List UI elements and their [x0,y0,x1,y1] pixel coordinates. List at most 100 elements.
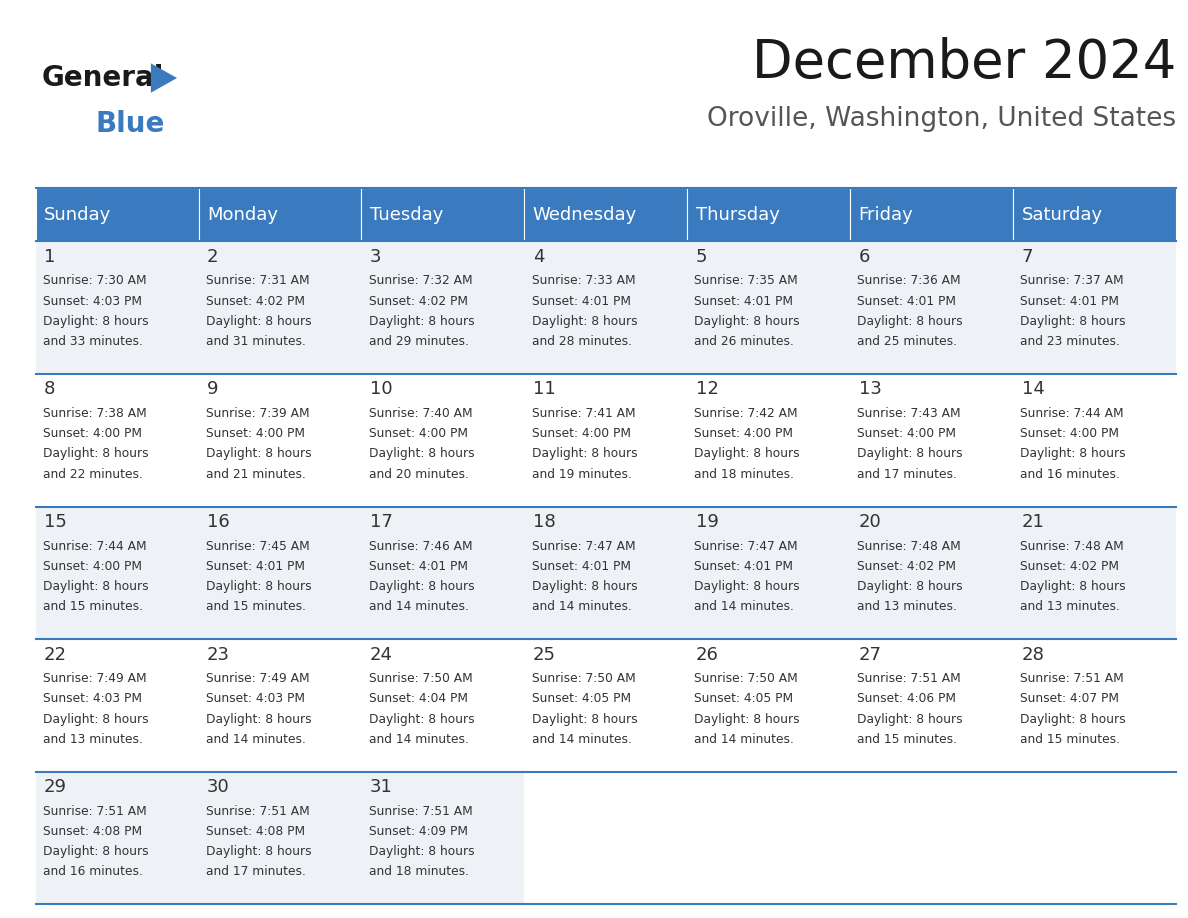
Text: 2: 2 [207,248,219,266]
Polygon shape [151,63,177,93]
Text: and 14 minutes.: and 14 minutes. [368,600,468,613]
Text: Daylight: 8 hours: Daylight: 8 hours [1020,315,1126,328]
Text: Saturday: Saturday [1022,206,1102,224]
Text: and 17 minutes.: and 17 minutes. [206,866,305,879]
Text: and 18 minutes.: and 18 minutes. [695,467,795,481]
Text: 13: 13 [859,380,881,398]
Bar [198,374,361,507]
Text: Daylight: 8 hours: Daylight: 8 hours [368,712,474,725]
Text: 3: 3 [369,248,381,266]
Bar [688,374,851,507]
Text: 27: 27 [859,645,881,664]
Text: Sunset: 4:01 PM: Sunset: 4:01 PM [531,560,631,573]
Text: Sunrise: 7:35 AM: Sunrise: 7:35 AM [695,274,798,287]
Text: Sunset: 4:03 PM: Sunset: 4:03 PM [206,692,304,705]
Text: 21: 21 [1022,513,1044,531]
Text: and 14 minutes.: and 14 minutes. [531,600,631,613]
Text: Sunrise: 7:44 AM: Sunrise: 7:44 AM [1020,407,1124,420]
Text: Monday: Monday [207,206,278,224]
Bar [361,241,524,374]
Bar [361,507,524,639]
Text: 18: 18 [532,513,556,531]
Text: Daylight: 8 hours: Daylight: 8 hours [368,447,474,461]
Text: Daylight: 8 hours: Daylight: 8 hours [1020,447,1126,461]
Text: Daylight: 8 hours: Daylight: 8 hours [43,580,148,593]
Text: Sunset: 4:01 PM: Sunset: 4:01 PM [531,295,631,308]
Bar [198,772,361,904]
Text: Sunrise: 7:42 AM: Sunrise: 7:42 AM [695,407,798,420]
Text: Wednesday: Wednesday [532,206,637,224]
Text: 12: 12 [696,380,719,398]
Bar [688,507,851,639]
Text: Daylight: 8 hours: Daylight: 8 hours [695,315,800,328]
Text: Sunset: 4:00 PM: Sunset: 4:00 PM [368,427,468,441]
Text: Sunset: 4:05 PM: Sunset: 4:05 PM [695,692,794,705]
Text: Sunset: 4:02 PM: Sunset: 4:02 PM [368,295,468,308]
Text: Daylight: 8 hours: Daylight: 8 hours [206,315,311,328]
Text: and 20 minutes.: and 20 minutes. [368,467,468,481]
Bar [36,374,198,507]
Text: Daylight: 8 hours: Daylight: 8 hours [695,580,800,593]
Text: Sunset: 4:04 PM: Sunset: 4:04 PM [368,692,468,705]
Text: Sunrise: 7:44 AM: Sunrise: 7:44 AM [43,540,146,553]
Text: Daylight: 8 hours: Daylight: 8 hours [206,580,311,593]
Text: Sunrise: 7:48 AM: Sunrise: 7:48 AM [1020,540,1124,553]
Bar [1013,507,1176,639]
Text: 24: 24 [369,645,393,664]
Bar [524,241,688,374]
Text: Sunrise: 7:48 AM: Sunrise: 7:48 AM [858,540,961,553]
Text: Sunset: 4:03 PM: Sunset: 4:03 PM [43,295,141,308]
Text: Sunrise: 7:39 AM: Sunrise: 7:39 AM [206,407,309,420]
Bar [524,188,688,241]
Text: Sunrise: 7:50 AM: Sunrise: 7:50 AM [695,672,798,685]
Text: and 23 minutes.: and 23 minutes. [1020,335,1120,348]
Text: and 33 minutes.: and 33 minutes. [43,335,143,348]
Bar [198,639,361,772]
Text: Sunset: 4:00 PM: Sunset: 4:00 PM [858,427,956,441]
Text: General: General [42,64,164,92]
Text: Sunset: 4:08 PM: Sunset: 4:08 PM [206,825,305,838]
Text: Sunrise: 7:43 AM: Sunrise: 7:43 AM [858,407,961,420]
Bar [361,772,524,904]
Bar [524,772,688,904]
Text: 17: 17 [369,513,393,531]
Text: 5: 5 [696,248,707,266]
Text: 30: 30 [207,778,229,796]
Text: Sunset: 4:02 PM: Sunset: 4:02 PM [1020,560,1119,573]
Text: Sunrise: 7:47 AM: Sunrise: 7:47 AM [695,540,798,553]
Bar [851,507,1013,639]
Bar [36,507,198,639]
Text: and 31 minutes.: and 31 minutes. [206,335,305,348]
Text: Daylight: 8 hours: Daylight: 8 hours [858,447,963,461]
Text: Daylight: 8 hours: Daylight: 8 hours [368,580,474,593]
Text: and 18 minutes.: and 18 minutes. [368,866,468,879]
Text: Sunrise: 7:31 AM: Sunrise: 7:31 AM [206,274,309,287]
Text: and 16 minutes.: and 16 minutes. [1020,467,1120,481]
Bar [361,188,524,241]
Bar [688,772,851,904]
Text: and 19 minutes.: and 19 minutes. [531,467,631,481]
Text: 10: 10 [369,380,392,398]
Bar [851,639,1013,772]
Text: Sunset: 4:00 PM: Sunset: 4:00 PM [1020,427,1119,441]
Text: 28: 28 [1022,645,1044,664]
Text: Sunset: 4:01 PM: Sunset: 4:01 PM [695,295,794,308]
Text: and 14 minutes.: and 14 minutes. [531,733,631,745]
Text: 7: 7 [1022,248,1034,266]
Text: Sunset: 4:05 PM: Sunset: 4:05 PM [531,692,631,705]
Text: and 14 minutes.: and 14 minutes. [206,733,305,745]
Bar [1013,639,1176,772]
Text: Sunday: Sunday [44,206,112,224]
Text: Sunset: 4:00 PM: Sunset: 4:00 PM [43,427,141,441]
Text: Sunrise: 7:51 AM: Sunrise: 7:51 AM [43,805,146,818]
Text: December 2024: December 2024 [752,37,1176,89]
Text: Sunset: 4:01 PM: Sunset: 4:01 PM [1020,295,1119,308]
Text: and 15 minutes.: and 15 minutes. [206,600,305,613]
Text: 14: 14 [1022,380,1044,398]
Text: Sunrise: 7:40 AM: Sunrise: 7:40 AM [368,407,473,420]
Text: and 16 minutes.: and 16 minutes. [43,866,143,879]
Text: Daylight: 8 hours: Daylight: 8 hours [1020,580,1126,593]
Text: Sunset: 4:00 PM: Sunset: 4:00 PM [43,560,141,573]
Bar [198,507,361,639]
Text: Daylight: 8 hours: Daylight: 8 hours [858,580,963,593]
